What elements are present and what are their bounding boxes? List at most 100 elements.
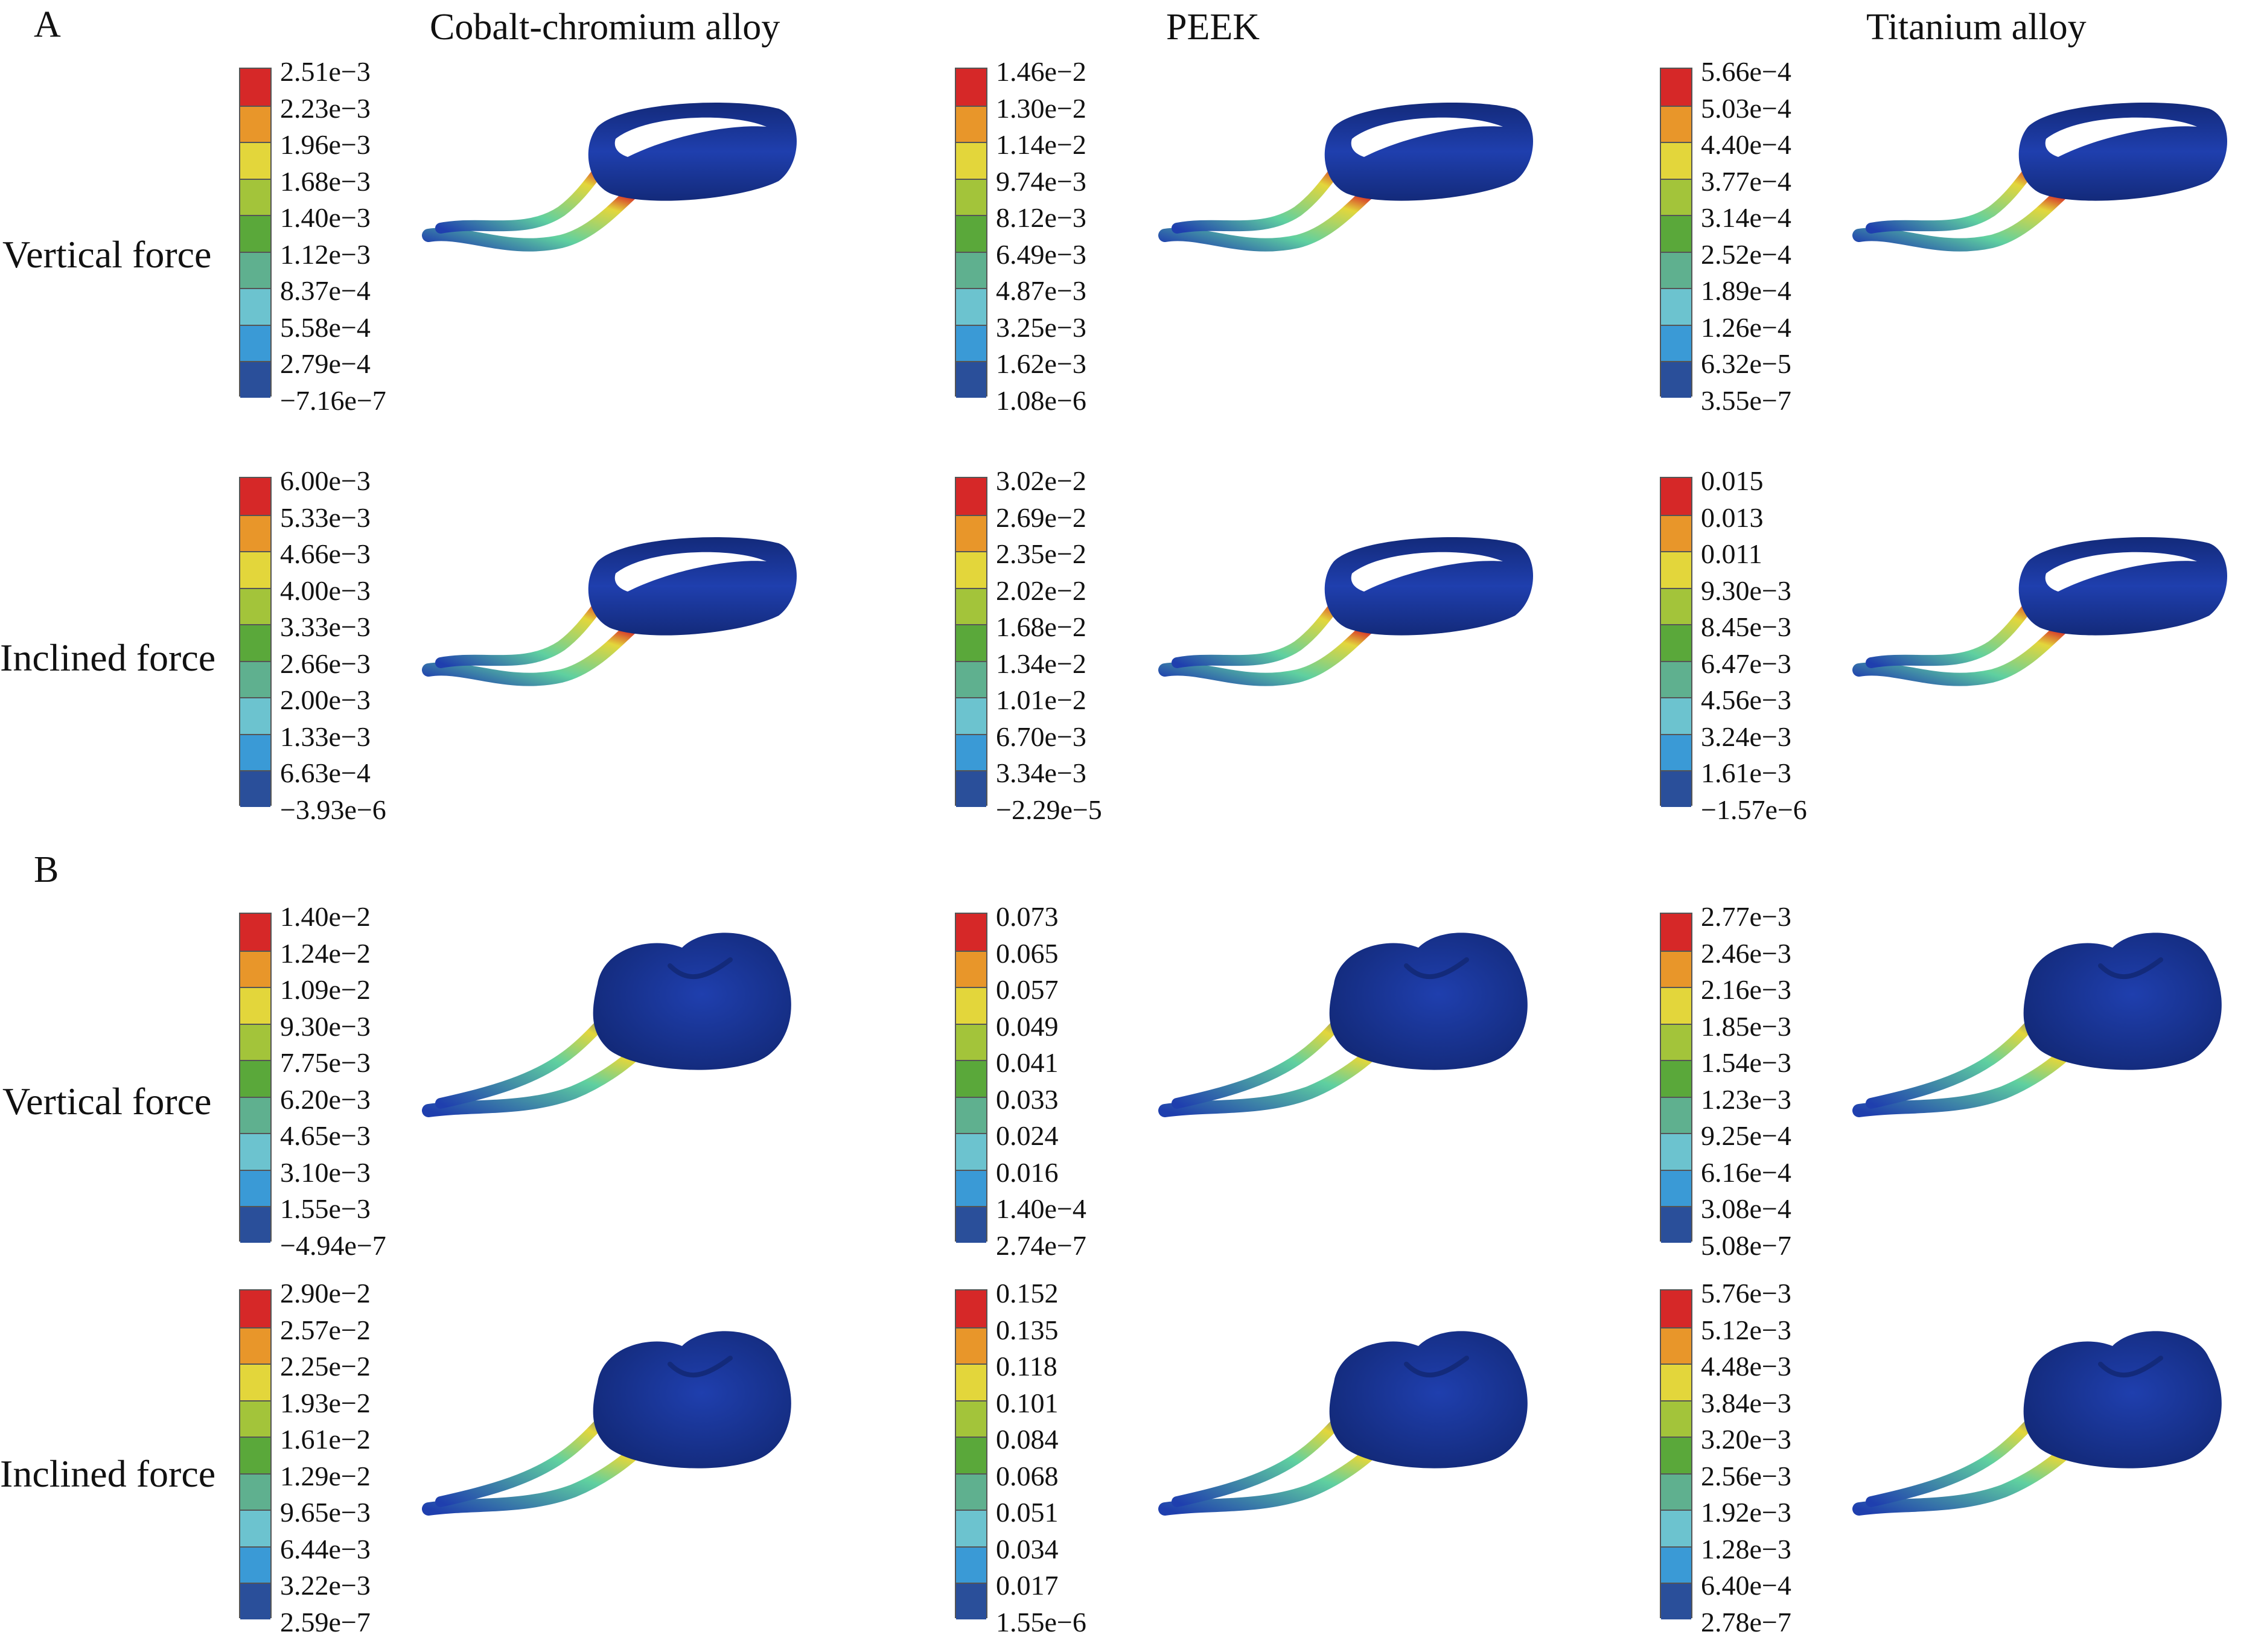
color-scale-segment — [956, 1327, 986, 1364]
color-scale-tick-label: 3.20e−3 — [1701, 1424, 1791, 1455]
color-scale-tick-label: 1.54e−3 — [1701, 1047, 1791, 1079]
color-scale-tick-label: 1.29e−2 — [280, 1460, 371, 1491]
color-scale-segment — [240, 551, 270, 588]
fem-model-render — [1158, 933, 1528, 1117]
color-scale-segment — [1661, 1327, 1691, 1364]
panel-letter-a: A — [34, 4, 61, 45]
color-scale-segment — [956, 1206, 986, 1243]
color-scale-segment — [956, 1510, 986, 1546]
color-scale-segment — [240, 1023, 270, 1060]
fem-model-render — [422, 537, 797, 686]
color-scale-segment — [1661, 914, 1691, 951]
crown-fissure — [1404, 1356, 1469, 1378]
color-scale-segment — [956, 251, 986, 289]
model-b-vertical-peek — [1153, 911, 1539, 1168]
color-scale-segment — [240, 914, 270, 951]
color-scale-tick-label: 1.12e−3 — [280, 238, 371, 270]
crown-fissure — [1404, 957, 1469, 980]
color-scale-segment — [956, 69, 986, 106]
color-scale-tick-label: 2.66e−3 — [280, 648, 371, 679]
color-scale-a-inclined-peek: 3.02e−2 2.69e−2 2.35e−2 2.02e−2 1.68e−2 1.34e… — [955, 467, 1154, 830]
color-scale-tick-label: 6.49e−3 — [996, 238, 1086, 270]
color-scale-segment — [1661, 1206, 1691, 1243]
color-scale-b-inclined-cobalt-chromium: 2.90e−2 2.57e−2 2.25e−2 1.93e−2 1.61e−2 1.29e… — [239, 1280, 438, 1642]
color-scale-segment — [956, 324, 986, 362]
color-scale-segment — [240, 178, 270, 215]
color-scale-tick-label: 2.57e−2 — [280, 1314, 371, 1345]
color-scale-tick-label: 1.61e−3 — [1701, 757, 1791, 789]
fem-model-render — [1852, 1331, 2222, 1516]
model-a-inclined-peek — [1153, 525, 1539, 770]
color-scale-tick-label: 0.041 — [996, 1047, 1059, 1079]
color-scale-tick-label: −3.93e−6 — [280, 794, 386, 825]
color-scale-tick-label: 1.26e−4 — [1701, 311, 1791, 343]
fem-model-render — [1852, 933, 2222, 1117]
column-title-peek: PEEK — [1166, 7, 1260, 48]
color-scale-bar — [1660, 68, 1692, 398]
row-label-a-inclined: Inclined force — [0, 636, 216, 679]
color-scale-b-inclined-titanium: 5.76e−3 5.12e−3 4.48e−3 3.84e−3 3.20e−3 2.56e… — [1660, 1280, 1859, 1642]
color-scale-tick-label: 4.66e−3 — [280, 538, 371, 570]
fem-model-render — [1158, 103, 1533, 252]
color-scale-segment — [240, 1473, 270, 1510]
crown-body — [593, 933, 791, 1070]
color-scale-tick-label: 6.70e−3 — [996, 721, 1086, 752]
color-scale-segment — [1661, 1363, 1691, 1400]
color-scale-tick-label: 0.084 — [996, 1424, 1059, 1455]
color-scale-segment — [1661, 288, 1691, 325]
color-scale-tick-label: 9.30e−3 — [1701, 575, 1791, 606]
color-scale-tick-label: 2.78e−7 — [1701, 1607, 1791, 1638]
color-scale-segment — [956, 215, 986, 252]
color-scale-bar — [1660, 913, 1692, 1243]
color-scale-segment — [956, 361, 986, 398]
color-scale-tick-label: 6.47e−3 — [1701, 648, 1791, 679]
color-scale-segment — [1661, 105, 1691, 142]
color-scale-a-inclined-cobalt-chromium: 6.00e−3 5.33e−3 4.66e−3 4.00e−3 3.33e−3 2.66e… — [239, 467, 438, 830]
color-scale-tick-label: 1.96e−3 — [280, 129, 371, 161]
color-scale-segment — [240, 251, 270, 289]
color-scale-tick-label: 4.00e−3 — [280, 575, 371, 606]
band-opening — [614, 117, 767, 157]
color-scale-bar — [955, 68, 987, 398]
color-scale-segment — [956, 1169, 986, 1207]
fem-model-render — [1852, 103, 2227, 252]
color-scale-segment — [956, 1400, 986, 1437]
color-scale-tick-label: −7.16e−7 — [280, 385, 386, 416]
color-scale-tick-label: 5.58e−4 — [280, 311, 371, 343]
color-scale-tick-label: 2.46e−3 — [1701, 937, 1791, 969]
color-scale-segment — [956, 914, 986, 951]
color-scale-tick-label: 3.10e−3 — [280, 1156, 371, 1188]
color-scale-tick-label: 3.77e−4 — [1701, 165, 1791, 197]
color-scale-bar — [239, 913, 272, 1243]
color-scale-tick-label: 1.14e−2 — [996, 129, 1086, 161]
model-b-vertical-cobalt-chromium — [416, 911, 803, 1168]
fem-model-render — [1158, 537, 1533, 686]
color-scale-segment — [240, 624, 270, 661]
color-scale-segment — [1661, 478, 1691, 515]
color-scale-b-vertical-cobalt-chromium: 1.40e−2 1.24e−2 1.09e−2 9.30e−3 7.75e−3 6.20e… — [239, 903, 438, 1266]
clasp-arm-lower — [422, 609, 652, 686]
color-scale-tick-label: −1.57e−6 — [1701, 794, 1807, 825]
color-scale-tick-label: 3.08e−4 — [1701, 1193, 1791, 1225]
color-scale-segment — [1661, 733, 1691, 771]
color-scale-segment — [1661, 178, 1691, 215]
model-a-vertical-cobalt-chromium — [416, 91, 803, 335]
color-scale-tick-label: 2.69e−2 — [996, 502, 1086, 533]
color-scale-tick-label: 0.057 — [996, 974, 1059, 1006]
color-scale-segment — [240, 733, 270, 771]
color-scale-tick-label: 0.118 — [996, 1351, 1057, 1382]
color-scale-tick-label: 1.55e−6 — [996, 1607, 1086, 1638]
color-scale-bar — [955, 1289, 987, 1619]
clasp-arm-lower — [1158, 174, 1389, 252]
color-scale-tick-label: 1.40e−3 — [280, 202, 371, 234]
color-scale-segment — [956, 1473, 986, 1510]
color-scale-tick-label: 2.79e−4 — [280, 348, 371, 380]
model-b-vertical-titanium — [1847, 911, 2233, 1168]
color-scale-tick-label: 1.40e−4 — [996, 1193, 1086, 1225]
color-scale-tick-label: 1.92e−3 — [1701, 1497, 1791, 1528]
color-scale-a-vertical-cobalt-chromium: 2.51e−3 2.23e−3 1.96e−3 1.68e−3 1.40e−3 1.12e… — [239, 58, 438, 421]
color-scale-tick-label: 1.30e−2 — [996, 92, 1086, 124]
model-b-inclined-titanium — [1847, 1310, 2233, 1566]
color-scale-segment — [956, 1583, 986, 1619]
color-scale-segment — [1661, 142, 1691, 179]
